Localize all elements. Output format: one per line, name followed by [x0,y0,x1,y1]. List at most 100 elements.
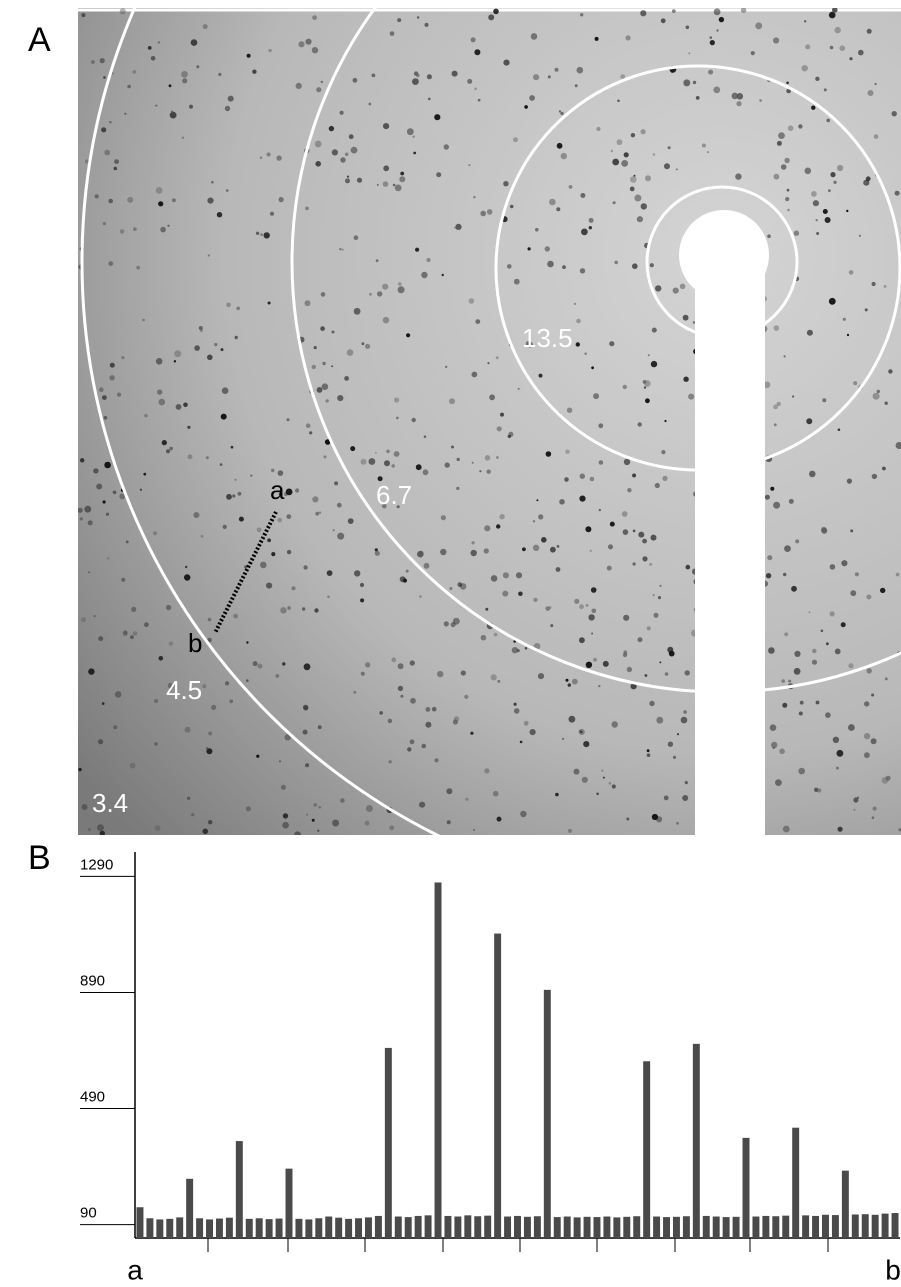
spot [101,702,105,705]
spot [470,37,476,43]
spot [632,263,638,270]
spot [786,88,791,94]
spot [419,801,426,808]
spot [579,637,585,644]
spot [443,621,449,627]
bar [722,1217,730,1238]
spot [383,123,390,130]
spot [866,668,872,674]
spot [876,389,880,394]
spot [533,74,540,81]
spot [353,235,359,240]
spot [581,776,588,783]
spot [601,769,604,772]
spot [306,813,309,816]
spot [640,129,646,135]
spot [695,96,700,100]
spot [360,598,365,603]
spot [356,177,363,183]
spot [317,829,320,832]
spot [822,398,827,403]
spot [99,830,105,835]
spot [157,41,161,44]
spot [446,788,453,795]
spot [622,652,628,658]
spot [369,292,372,296]
spot [218,72,222,77]
spot [208,731,213,736]
spot [779,748,785,755]
spot [155,187,163,194]
spot [826,642,829,646]
spot [785,197,790,202]
spot [167,682,174,689]
spot [842,317,846,321]
spot [245,806,251,812]
spot [331,330,335,334]
spot [682,795,689,801]
spot [891,111,897,117]
spot [791,585,797,592]
bar [841,1170,849,1238]
spot [255,231,260,235]
spot [391,657,397,663]
bar [633,1216,641,1238]
spot [830,172,836,178]
bar [265,1219,273,1238]
spot [527,341,534,348]
spot [502,590,509,597]
spot [207,617,212,622]
spot [640,10,647,17]
spot [409,660,415,666]
bar [533,1216,541,1238]
spot [580,193,586,198]
spot [513,137,518,143]
spot [490,575,498,582]
spot [853,808,856,811]
bar [573,1217,581,1238]
spot [764,494,770,500]
spot [895,572,900,577]
spot [112,490,117,495]
spot [232,494,236,498]
spot [131,606,137,613]
spot [759,99,762,102]
bar [782,1215,790,1238]
spot [650,360,658,368]
spot [411,417,416,423]
spot [161,440,167,446]
spot [399,176,406,183]
spot [471,461,474,464]
spot [421,271,428,279]
spot [480,634,487,641]
bar [394,1216,402,1238]
spot [267,538,271,543]
spot [474,49,481,56]
spot [291,586,296,591]
spot [776,140,782,146]
spot [633,174,636,177]
spot [412,78,419,85]
spot [381,503,387,509]
spot [397,663,404,670]
bar [454,1216,462,1238]
spot [640,203,647,210]
spot [88,571,91,574]
spot [78,767,82,772]
spot [470,549,477,557]
bar [504,1216,512,1238]
spot [630,133,636,138]
spot [841,560,848,567]
spot [224,105,231,112]
spot [788,498,794,504]
spot [477,98,481,102]
spot [685,25,690,30]
spot [782,702,788,708]
spot [596,792,599,796]
spot [415,464,422,471]
spot [872,806,877,811]
spot [848,270,854,275]
spot [657,596,662,600]
bar [374,1215,382,1238]
